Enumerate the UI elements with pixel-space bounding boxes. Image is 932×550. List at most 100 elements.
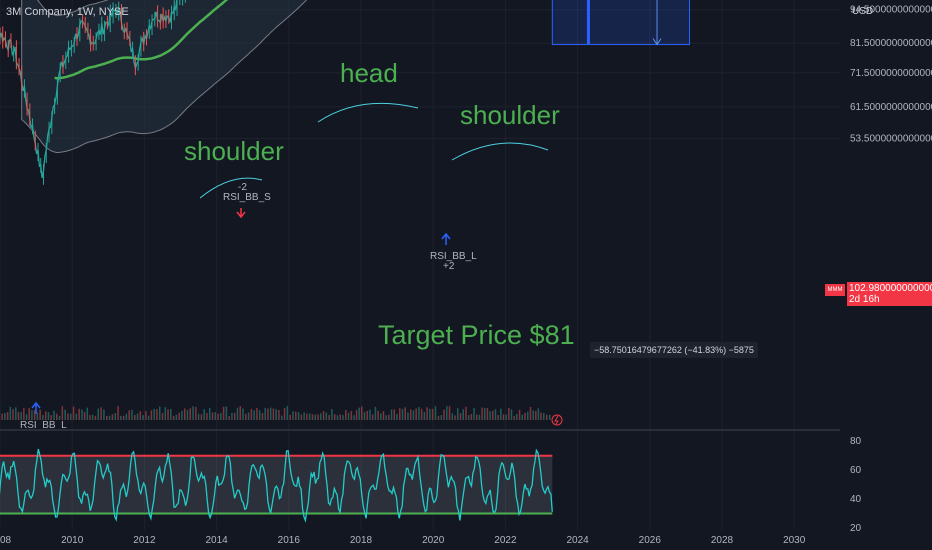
volume-bar	[462, 409, 464, 420]
volume-bar	[203, 409, 205, 420]
right-shoulder-label: shoulder	[460, 100, 560, 130]
bar-countdown: 2d 16h	[849, 294, 880, 305]
buy-signal-value: +2	[443, 261, 455, 272]
volume-bar	[366, 410, 368, 420]
head-arc	[317, 102, 419, 123]
measure-label: −58.75016479677262 (−41.83%) −5875	[590, 342, 758, 358]
price-candles	[0, 0, 186, 185]
volume-bar	[280, 415, 283, 420]
volume-bar	[83, 412, 86, 420]
volume-bar	[473, 408, 475, 420]
volume-bar	[516, 413, 518, 420]
volume-bar	[228, 415, 230, 420]
volume-bar	[524, 412, 526, 420]
volume-bar	[175, 414, 178, 420]
volume-bar	[214, 412, 217, 420]
chart-title: 3M Company, 1W, NYSE	[6, 6, 129, 18]
time-tick-label: 2010	[61, 535, 84, 546]
volume-bar	[396, 414, 398, 420]
time-tick-label: 2012	[133, 535, 156, 546]
volume-bar	[306, 413, 308, 420]
volume-bar	[497, 415, 499, 420]
volume-bar	[31, 410, 33, 420]
volume-bar	[355, 409, 358, 420]
volume-bar	[47, 412, 50, 420]
volume-bar	[192, 406, 194, 420]
volume-bar	[195, 407, 197, 420]
volume-bar	[25, 414, 28, 420]
volume-bar	[456, 408, 459, 420]
volume-bar	[161, 412, 164, 420]
lightning-icon[interactable]	[551, 414, 563, 426]
volume-bar	[470, 413, 473, 420]
volume-bar	[247, 412, 250, 420]
volume-bar	[217, 413, 219, 420]
volume-bar	[242, 408, 244, 420]
volume-bar	[114, 413, 116, 420]
volume-bar	[258, 410, 261, 420]
volume-bar	[81, 409, 83, 420]
volume-bar	[535, 410, 537, 420]
volume-bar	[181, 410, 183, 420]
volume-bar	[494, 409, 497, 420]
volume-bar	[371, 414, 374, 420]
volume-bar	[272, 408, 275, 420]
measure-box	[551, 0, 691, 46]
volume-bar	[328, 414, 330, 420]
volume-bar	[200, 414, 203, 420]
volume-bar	[197, 413, 200, 420]
volume-bar	[527, 411, 529, 420]
volume-bar	[103, 409, 105, 420]
volume-bar	[269, 407, 272, 420]
time-tick-label: 2018	[350, 535, 373, 546]
volume-bar	[100, 407, 102, 420]
volume-bar	[407, 412, 409, 420]
volume-bar	[108, 415, 111, 420]
volume-bar	[12, 409, 14, 420]
volume-bar	[540, 412, 542, 420]
sell-arrow-icon	[236, 208, 246, 219]
volume-bar	[139, 411, 142, 420]
volume-bars	[0, 406, 551, 420]
volume-bar	[275, 409, 277, 420]
volume-bar	[28, 408, 30, 420]
volume-bar	[508, 407, 510, 420]
volume-bar	[208, 408, 211, 420]
time-tick-label: 2030	[783, 535, 806, 546]
volume-bar	[186, 410, 189, 420]
volume-bar	[339, 414, 341, 420]
rsi-tick-label: 20	[850, 523, 862, 534]
volume-bar	[170, 408, 172, 420]
volume-bar	[250, 408, 253, 420]
time-axis[interactable]: 2008 2010 2012 2014 2016 2018 2020 2022 2024 2026…	[0, 535, 806, 546]
volume-bar	[385, 415, 387, 420]
volume-bar	[261, 413, 264, 420]
volume-bar	[484, 407, 486, 420]
volume-bar	[122, 415, 125, 420]
volume-bar	[239, 406, 242, 420]
volume-bar	[283, 408, 286, 420]
volume-bar	[423, 412, 426, 420]
volume-bar	[120, 415, 122, 420]
volume-bar	[189, 408, 192, 420]
volume-bar	[546, 414, 548, 420]
volume-bar	[303, 412, 305, 420]
volume-bar	[136, 413, 139, 420]
buy-signal-name: RSI_BB_L	[430, 251, 477, 262]
volume-bar	[158, 406, 161, 420]
volume-bar	[295, 411, 297, 420]
volume-bar	[454, 415, 456, 420]
volume-bar	[300, 414, 303, 420]
volume-bar	[363, 411, 366, 420]
volume-bar	[286, 406, 289, 420]
volume-bar	[4, 412, 6, 420]
volume-bar	[105, 415, 108, 420]
volume-bar	[72, 406, 75, 420]
volume-bar	[390, 409, 393, 420]
volume-bar	[437, 415, 440, 420]
price-axis[interactable]: 375.0000000000000315.0000000000000275.00…	[850, 0, 932, 145]
time-tick-label: 2016	[278, 535, 301, 546]
volume-bar	[289, 414, 291, 420]
volume-bar	[521, 414, 524, 420]
